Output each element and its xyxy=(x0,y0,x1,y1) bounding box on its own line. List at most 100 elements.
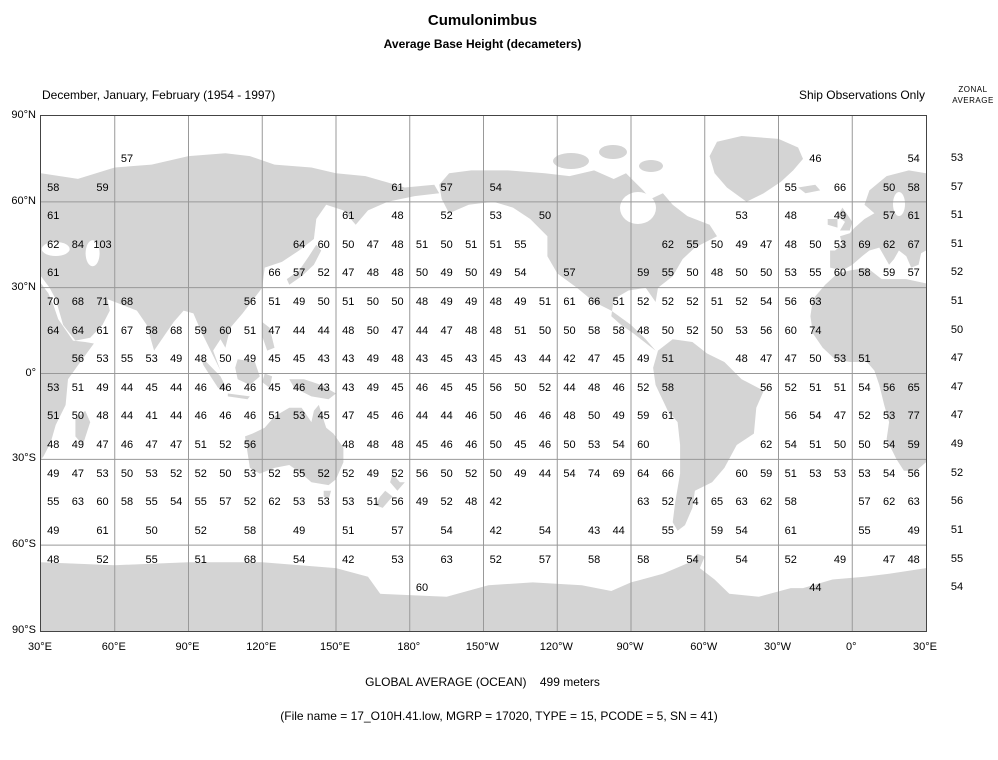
cell-value: 52 xyxy=(858,410,871,423)
cell-value: 44 xyxy=(120,381,134,394)
cell-value: 68 xyxy=(120,296,134,308)
cell-value: 62 xyxy=(882,238,896,251)
cell-value: 54 xyxy=(882,439,896,451)
cell-value: 71 xyxy=(96,296,109,308)
sea-baltic xyxy=(893,192,905,216)
x-axis-tick: 120°W xyxy=(539,641,573,653)
cell-value: 54 xyxy=(907,152,920,165)
cell-value: 58 xyxy=(637,553,650,566)
chart-title: Cumulonimbus xyxy=(427,12,538,29)
zonal-average-header: ZONAL AVERAGE xyxy=(948,84,998,106)
cell-value: 44 xyxy=(612,524,625,537)
cell-value: 53 xyxy=(833,353,847,366)
cell-value: 54 xyxy=(735,524,748,537)
cell-value: 51 xyxy=(465,238,478,251)
cell-value: 52 xyxy=(686,296,699,308)
cell-value: 47 xyxy=(440,324,453,337)
cell-value: 64 xyxy=(637,467,650,480)
cell-value: 68 xyxy=(71,296,85,308)
cell-value: 57 xyxy=(292,267,306,280)
cell-value: 47 xyxy=(366,238,380,251)
cell-value: 52 xyxy=(465,467,478,480)
zonal-average-value: 57 xyxy=(950,180,964,193)
cell-value: 65 xyxy=(907,381,920,394)
cell-value: 50 xyxy=(440,238,453,251)
cell-value: 51 xyxy=(342,296,355,308)
cell-value: 52 xyxy=(342,467,355,480)
cell-value: 46 xyxy=(612,381,625,394)
cell-value: 53 xyxy=(145,353,158,366)
landmass-sulawesi xyxy=(262,373,273,388)
cell-value: 47 xyxy=(71,467,85,480)
cell-value: 43 xyxy=(415,353,429,366)
cell-value: 42 xyxy=(489,496,502,509)
cell-value: 44 xyxy=(538,353,552,366)
landmass-south-america xyxy=(653,339,764,531)
cell-value: 43 xyxy=(317,353,330,366)
zonal-average-value: 54 xyxy=(950,581,964,594)
cell-value: 53 xyxy=(587,439,601,451)
cell-value: 53 xyxy=(391,553,404,566)
cell-value: 48 xyxy=(391,267,404,280)
cell-value: 51 xyxy=(243,324,257,337)
cell-value: 49 xyxy=(612,410,625,423)
grid-lines xyxy=(41,116,926,631)
cell-value: 51 xyxy=(612,296,625,308)
cell-value: 44 xyxy=(317,324,330,337)
cell-value: 58 xyxy=(612,324,625,337)
cell-value: 61 xyxy=(342,210,355,223)
cell-value: 48 xyxy=(391,210,404,223)
cell-value: 57 xyxy=(858,496,871,509)
cell-value: 48 xyxy=(465,324,478,337)
landmass-madagascar xyxy=(75,410,91,445)
cell-value: 47 xyxy=(342,267,355,280)
cell-value: 49 xyxy=(170,353,183,366)
cell-value: 44 xyxy=(538,467,552,480)
y-axis-tick: 90°N xyxy=(11,109,36,121)
zonal-average-value: 51 xyxy=(950,237,964,250)
cell-value: 54 xyxy=(858,381,871,394)
cell-value: 52 xyxy=(686,324,699,337)
cell-value: 59 xyxy=(882,267,896,280)
cell-value: 45 xyxy=(366,410,380,423)
cell-value: 53 xyxy=(96,467,109,480)
cell-value: 64 xyxy=(292,238,306,251)
cell-value: 59 xyxy=(637,267,650,280)
cell-value: 46 xyxy=(465,410,478,423)
cell-value: 50 xyxy=(538,210,552,223)
cell-value: 84 xyxy=(71,238,85,251)
cell-value: 63 xyxy=(907,496,920,509)
cell-value: 45 xyxy=(612,353,625,366)
cell-value: 50 xyxy=(882,181,896,194)
cell-value: 48 xyxy=(587,381,601,394)
cell-value: 59 xyxy=(710,524,724,537)
x-axis-tick: 30°W xyxy=(763,641,792,653)
cell-value: 46 xyxy=(538,439,552,451)
x-axis-tick: 180° xyxy=(397,641,421,653)
cell-value: 47 xyxy=(784,353,797,366)
cell-value: 46 xyxy=(194,410,207,423)
cell-value: 53 xyxy=(96,353,109,366)
cell-value: 55 xyxy=(661,267,675,280)
cell-value: 50 xyxy=(120,467,134,480)
cell-value: 44 xyxy=(120,410,134,423)
cell-value: 49 xyxy=(243,353,257,366)
cell-value: 52 xyxy=(637,381,650,394)
cell-value: 50 xyxy=(563,324,576,337)
cell-value: 57 xyxy=(391,524,404,537)
cell-value: 46 xyxy=(243,410,257,423)
cell-value: 51 xyxy=(809,381,822,394)
cell-value: 46 xyxy=(514,410,527,423)
cell-value: 59 xyxy=(194,324,207,337)
cell-value: 43 xyxy=(342,381,355,394)
source-label: Ship Observations Only xyxy=(798,88,925,102)
cell-value: 48 xyxy=(907,553,920,566)
cell-value: 63 xyxy=(735,496,748,509)
x-axis-tick: 30°E xyxy=(913,641,937,653)
cell-value: 56 xyxy=(489,381,502,394)
zonal-average-value: 47 xyxy=(950,352,964,365)
landmass-new-guinea xyxy=(289,379,336,400)
cell-value: 48 xyxy=(735,353,748,366)
cell-value: 45 xyxy=(415,439,429,451)
cell-value: 49 xyxy=(833,553,847,566)
